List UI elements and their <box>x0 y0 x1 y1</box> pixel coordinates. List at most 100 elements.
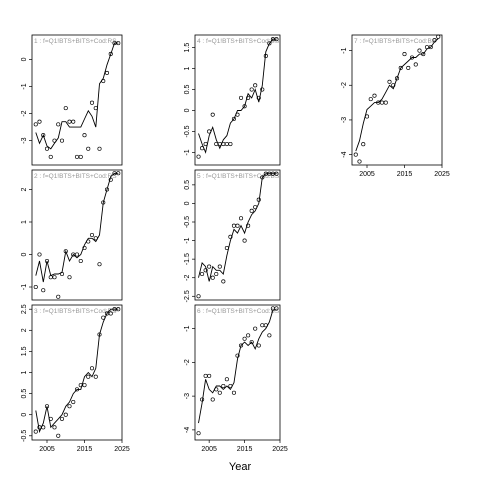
data-point <box>221 141 226 147</box>
fitted-line <box>35 172 119 283</box>
data-point <box>196 294 201 299</box>
y-tick-label: 0 <box>21 57 28 61</box>
data-point <box>260 323 265 328</box>
data-point <box>89 232 95 238</box>
data-point <box>231 390 237 395</box>
data-point <box>200 271 205 277</box>
data-point <box>97 332 102 337</box>
data-point <box>59 271 65 277</box>
panel-4: 2 : f=Q1!BTS+BITS+Cod:RS -1 0 1 2 <box>21 169 123 301</box>
data-point <box>242 336 247 341</box>
data-point <box>44 146 50 151</box>
data-point <box>56 122 61 127</box>
data-point <box>217 390 222 395</box>
panel-5: 5 : f=Q1!BTS+BITS+Cod:BS -2.5 -2 -1.5 -1 -0.5… <box>184 169 281 302</box>
data-point <box>256 197 261 202</box>
data-point <box>44 404 50 409</box>
data-point <box>379 100 385 105</box>
data-point <box>409 55 415 60</box>
data-point <box>101 200 106 205</box>
y-tick-label: 2.5 <box>21 304 28 314</box>
y-tick-label: -2 <box>21 110 28 116</box>
panel-frame <box>31 169 123 301</box>
data-point <box>263 53 268 59</box>
data-point <box>56 433 61 438</box>
y-tick-label: 0.5 <box>184 85 191 95</box>
y-tick-label: 1 <box>21 220 28 224</box>
fitted-line <box>198 38 277 154</box>
data-point <box>93 374 98 379</box>
data-point <box>78 154 83 159</box>
data-point <box>210 275 215 280</box>
data-point <box>116 41 121 46</box>
data-point <box>93 106 98 111</box>
data-point <box>238 216 244 221</box>
data-point <box>221 279 226 284</box>
data-point <box>267 41 272 46</box>
y-tick-label: -1 <box>184 149 191 155</box>
y-tick-label: -4 <box>341 151 348 157</box>
panel-3: 7 : f=Q1!BTS+BITS+Cod:BS -1 -2 -3 -4 2005 2015… <box>341 34 450 178</box>
panel-title: 6 : f=Q1!BTS+BITS+Cod:BS <box>197 308 280 315</box>
data-point <box>52 138 57 143</box>
data-point <box>71 119 76 124</box>
y-tick-label: 0 <box>21 252 28 256</box>
data-point <box>368 97 373 102</box>
data-point <box>253 326 258 331</box>
data-point <box>235 112 240 117</box>
panel-2: 4 : f=Q1!BTS+BITS+Cod:BS -1 -0.5 0 0.5 1 1.5 <box>184 34 281 166</box>
y-tick-label: -3 <box>184 393 191 399</box>
data-point <box>263 323 268 328</box>
x-axis-label: Year <box>229 461 252 473</box>
data-point <box>235 353 240 358</box>
data-point <box>82 245 87 251</box>
data-point <box>108 311 113 316</box>
data-point <box>104 70 110 75</box>
data-point <box>224 141 229 147</box>
panel-title: 1 : f=Q1!BTS+BITS+Cod:RS <box>34 38 117 45</box>
data-point <box>432 38 437 43</box>
data-point <box>101 315 106 320</box>
y-tick-label: -1.5 <box>184 253 191 265</box>
data-point <box>249 340 254 345</box>
y-tick-label: -0.5 <box>184 216 191 228</box>
data-point <box>101 78 106 84</box>
data-point <box>421 52 426 57</box>
y-tick-label: -2.5 <box>184 290 191 302</box>
y-tick-label: 2 <box>21 187 28 191</box>
data-point <box>89 100 95 105</box>
data-point <box>391 83 396 88</box>
data-point <box>56 294 61 299</box>
data-point <box>228 141 233 147</box>
x-tick-label: 2005 <box>359 171 375 178</box>
panel-frame <box>194 169 281 301</box>
data-point <box>108 177 113 182</box>
data-point <box>413 62 418 67</box>
data-point <box>224 377 229 382</box>
data-point <box>48 416 53 421</box>
y-tick-label: -2 <box>341 82 348 88</box>
data-point <box>67 119 72 124</box>
data-point <box>357 159 362 164</box>
data-point <box>33 122 38 127</box>
data-point <box>207 129 212 134</box>
y-tick-label: -2 <box>184 359 191 365</box>
data-point <box>210 112 215 117</box>
data-point <box>207 264 212 269</box>
y-tick-label: 0.5 <box>184 180 191 190</box>
x-tick-label: 2015 <box>77 446 93 453</box>
y-tick-label: -0.5 <box>184 125 191 137</box>
data-point <box>256 343 261 348</box>
data-point <box>78 258 83 264</box>
y-tick-label: 0 <box>21 413 28 417</box>
data-point <box>383 100 388 105</box>
data-point <box>217 141 222 147</box>
data-point <box>228 383 233 389</box>
data-point <box>221 383 226 389</box>
y-tick-label: -3 <box>341 117 348 123</box>
y-tick-label: -1 <box>341 47 348 53</box>
data-point <box>231 223 237 228</box>
data-point <box>52 275 57 280</box>
data-point <box>207 373 212 378</box>
data-point <box>86 239 91 244</box>
